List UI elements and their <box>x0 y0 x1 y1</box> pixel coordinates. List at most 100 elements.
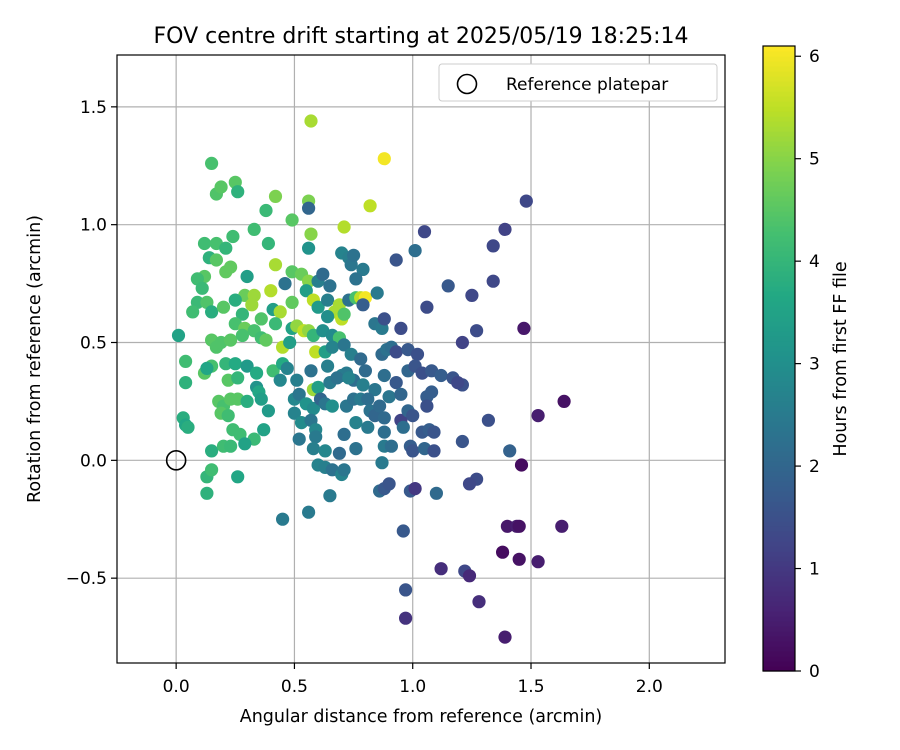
colorbar-stripe <box>763 621 795 627</box>
colorbar-stripe <box>763 286 795 292</box>
colorbar-stripe <box>763 601 795 607</box>
colorbar-stripe <box>763 211 795 217</box>
data-point <box>285 295 299 309</box>
colorbar-stripe <box>763 201 795 207</box>
data-point <box>427 425 441 439</box>
data-point <box>304 114 318 128</box>
colorbar-stripe <box>763 491 795 497</box>
data-point <box>420 300 434 314</box>
data-point <box>231 371 245 385</box>
colorbar: 0 1 2 3 4 5 6 Hours from first FF file <box>762 45 851 682</box>
data-point <box>455 335 469 350</box>
x-tick-label: 0.5 <box>281 677 308 697</box>
data-point <box>384 439 398 453</box>
y-axis-label: Rotation from reference (arcmin) <box>25 215 45 503</box>
colorbar-stripe <box>763 291 795 297</box>
colorbar-stripe <box>763 156 795 162</box>
data-point <box>408 244 422 258</box>
data-point <box>228 357 242 371</box>
reference-platepar-marker <box>165 450 187 471</box>
data-point <box>472 595 486 609</box>
data-point <box>200 486 214 500</box>
data-point <box>309 430 323 444</box>
colorbar-stripe <box>763 71 795 77</box>
data-point <box>382 477 396 491</box>
data-point <box>500 519 514 533</box>
data-point <box>382 390 396 404</box>
data-point <box>261 404 275 418</box>
colorbar-stripe <box>763 81 795 87</box>
colorbar-stripe <box>763 551 795 557</box>
data-point <box>309 345 323 359</box>
colorbar-stripe <box>763 226 795 232</box>
colorbar-stripe <box>763 636 795 642</box>
colorbar-stripe <box>763 611 795 617</box>
y-tick-label: 1.5 <box>80 98 107 118</box>
colorbar-stripe <box>763 436 795 442</box>
data-point <box>517 321 531 335</box>
colorbar-stripe <box>763 191 795 197</box>
colorbar-stripe <box>763 481 795 487</box>
colorbar-stripe <box>763 181 795 187</box>
colorbar-stripe <box>763 76 795 82</box>
x-axis-label: Angular distance from reference (arcmin) <box>240 707 603 727</box>
x-tick-label: 1.5 <box>517 677 544 697</box>
data-point <box>321 293 335 307</box>
data-point <box>410 347 425 361</box>
data-point <box>358 364 372 378</box>
colorbar-tick-label: 3 <box>809 355 820 375</box>
data-point <box>273 373 287 387</box>
data-point <box>179 376 193 390</box>
data-point <box>266 364 280 378</box>
data-point <box>337 338 351 352</box>
colorbar-stripe <box>763 626 795 632</box>
data-point <box>304 227 318 241</box>
data-point <box>318 444 332 458</box>
data-point <box>349 272 363 286</box>
colorbar-stripe <box>763 51 795 57</box>
legend-marker-icon <box>456 73 478 95</box>
colorbar-stripe <box>763 476 795 482</box>
colorbar-stripe <box>763 306 795 312</box>
data-point <box>496 545 510 559</box>
colorbar-stripe <box>763 556 795 562</box>
colorbar-stripe <box>763 236 795 242</box>
colorbar-stripe <box>763 631 795 637</box>
colorbar-stripe <box>763 126 795 132</box>
colorbar-stripe <box>763 446 795 452</box>
data-point <box>514 458 529 472</box>
colorbar-stripe <box>763 241 795 247</box>
data-point <box>323 489 337 503</box>
data-point <box>455 434 469 449</box>
colorbar-stripe <box>763 171 795 177</box>
data-point <box>531 409 545 423</box>
colorbar-stripe <box>763 141 795 147</box>
colorbar-stripe <box>763 266 795 272</box>
colorbar-stripe <box>763 646 795 652</box>
data-point <box>377 411 391 425</box>
data-point <box>268 189 283 203</box>
legend-box <box>438 63 718 102</box>
colorbar-stripe <box>763 666 795 672</box>
data-point <box>356 262 370 276</box>
colorbar-stripe <box>763 496 795 502</box>
data-point <box>311 300 325 314</box>
data-point <box>292 432 306 446</box>
data-point <box>292 387 306 401</box>
data-point <box>555 519 569 533</box>
x-tick-label: 0.0 <box>163 677 190 697</box>
data-point <box>179 354 193 368</box>
colorbar-stripe <box>763 176 795 182</box>
data-point <box>337 220 351 234</box>
data-point <box>441 279 455 293</box>
data-point <box>259 203 273 218</box>
data-point <box>240 359 254 373</box>
data-point <box>470 324 484 338</box>
data-point <box>245 298 259 312</box>
colorbar-stripe <box>763 501 795 507</box>
colorbar-stripe <box>763 221 795 227</box>
data-point <box>512 519 526 533</box>
colorbar-ticks: 0 1 2 3 4 5 6 <box>795 47 820 682</box>
colorbar-stripe <box>763 431 795 437</box>
colorbar-stripe <box>763 461 795 467</box>
